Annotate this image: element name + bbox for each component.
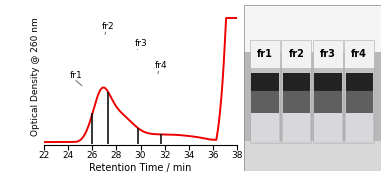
Bar	[244, 5, 381, 52]
Bar	[283, 73, 310, 91]
Bar	[251, 90, 279, 113]
X-axis label: Retention Time / min: Retention Time / min	[89, 163, 192, 173]
Bar	[250, 65, 280, 143]
Text: fr3: fr3	[320, 49, 336, 59]
Bar	[250, 40, 280, 68]
Bar	[281, 40, 311, 68]
Bar	[251, 113, 279, 141]
Text: fr1: fr1	[257, 49, 273, 59]
Text: fr2: fr2	[288, 49, 305, 59]
Bar	[251, 73, 279, 91]
Bar	[314, 90, 341, 113]
Text: fr3: fr3	[134, 39, 147, 48]
Bar	[281, 65, 311, 143]
Bar	[313, 40, 343, 68]
Bar	[283, 113, 310, 141]
Bar	[244, 52, 381, 171]
Bar	[244, 141, 381, 171]
Bar	[314, 113, 341, 141]
Text: fr4: fr4	[352, 49, 367, 59]
Bar	[346, 73, 373, 91]
Y-axis label: Optical Density @ 260 nm: Optical Density @ 260 nm	[31, 17, 40, 136]
Text: fr1: fr1	[70, 71, 82, 80]
Bar	[346, 113, 373, 141]
Bar	[283, 90, 310, 113]
Bar	[313, 65, 343, 143]
Text: fr2: fr2	[102, 22, 115, 31]
Bar	[314, 73, 341, 91]
Text: fr4: fr4	[155, 61, 167, 70]
Bar	[344, 40, 374, 68]
Bar	[346, 90, 373, 113]
Bar	[344, 65, 374, 143]
